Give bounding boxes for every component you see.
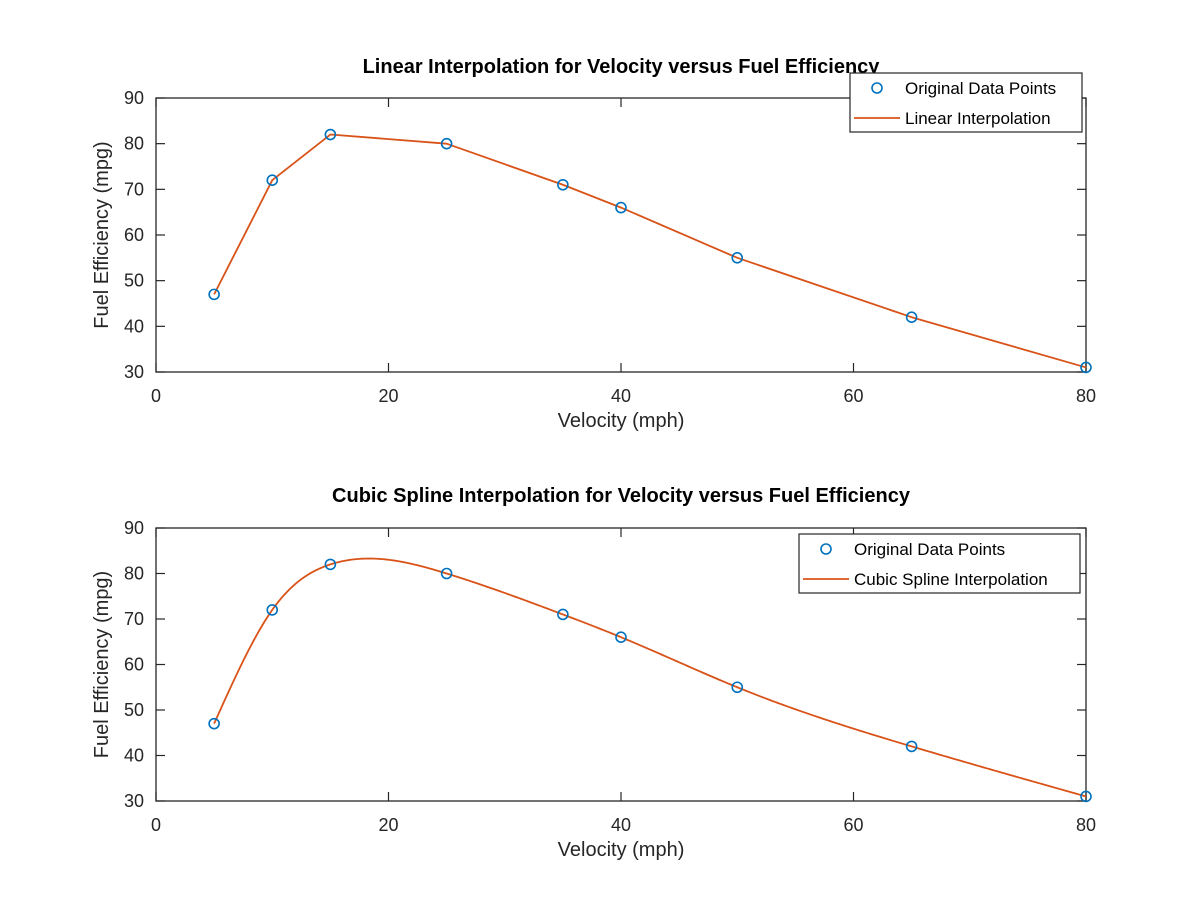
x-tick-label: 60: [843, 815, 863, 835]
x-tick-label: 40: [611, 386, 631, 406]
y-tick-label: 50: [124, 271, 144, 291]
series-line-2: [213, 557, 1087, 798]
data-point-marker: [905, 311, 918, 324]
y-tick-label: 80: [124, 564, 144, 584]
legend: Original Data Points Linear Interpolation: [849, 72, 1083, 133]
x-axis-label: Velocity (mph): [558, 410, 685, 432]
legend-box: [798, 533, 1081, 594]
y-tick-label: 70: [124, 179, 144, 199]
legend-label: Linear Interpolation: [905, 109, 1051, 128]
data-point-marker: [557, 608, 569, 621]
data-point-marker: [731, 681, 744, 694]
legend: Original Data Points Cubic Spline Interpo…: [798, 533, 1081, 594]
data-point-marker: [208, 717, 220, 730]
data-point-marker: [266, 174, 279, 186]
legend-box: [849, 72, 1083, 133]
x-tick-label: 80: [1076, 815, 1096, 835]
chart-panel-1: 0 20 40 60 80 30 40 50 60 70 80 90 Linear Interpolat…: [91, 56, 1096, 432]
x-tick-label: 40: [611, 815, 631, 835]
x-tick-label: 80: [1076, 386, 1096, 406]
y-tick-label: 30: [124, 362, 144, 382]
chart-panel-2: 0 20 40 60 80 30 40 50 60 70 80 90 Cubic Spline Inte…: [91, 485, 1096, 861]
data-point-marker: [557, 178, 569, 191]
y-tick-label: 40: [124, 746, 144, 766]
x-axis-label: Velocity (mph): [558, 839, 685, 861]
series-line-2: [213, 133, 1087, 369]
x-tick-label: 0: [151, 386, 161, 406]
data-point-marker: [615, 631, 627, 644]
y-tick-label: 90: [124, 88, 144, 108]
y-tick-label: 70: [124, 609, 144, 629]
y-tick-label: 60: [124, 225, 144, 245]
data-point-marker: [1080, 790, 1092, 803]
x-tick-label: 60: [843, 386, 863, 406]
y-tick-label: 30: [124, 791, 144, 811]
legend-marker-icon: [820, 543, 832, 555]
data-point-marker: [266, 604, 279, 616]
y-axis-label: Fuel Efficiency (mpg): [91, 141, 113, 328]
y-tick-label: 40: [124, 316, 144, 336]
x-tick-label: 20: [378, 815, 398, 835]
y-axis-label: Fuel Efficiency (mpg): [91, 571, 113, 758]
data-point-marker: [615, 201, 627, 214]
data-point-marker: [324, 558, 337, 571]
data-point-marker: [208, 288, 220, 301]
data-point-marker: [905, 740, 918, 753]
data-point-marker: [324, 128, 337, 141]
legend-marker-icon: [871, 82, 883, 94]
data-point-marker: [440, 137, 453, 150]
plot-area: [155, 97, 1087, 373]
data-point-marker: [440, 567, 453, 580]
y-tick-label: 60: [124, 655, 144, 675]
x-tick-label: 20: [378, 386, 398, 406]
legend-label: Original Data Points: [905, 79, 1056, 98]
y-tick-label: 80: [124, 134, 144, 154]
legend-label: Original Data Points: [854, 540, 1005, 559]
data-point-marker: [731, 252, 744, 264]
data-point-marker: [1080, 361, 1092, 374]
y-tick-label: 50: [124, 700, 144, 720]
chart-title: Linear Interpolation for Velocity versus…: [363, 56, 881, 78]
x-tick-label: 0: [151, 815, 161, 835]
chart-title: Cubic Spline Interpolation for Velocity …: [332, 485, 911, 507]
legend-label: Cubic Spline Interpolation: [854, 570, 1048, 589]
y-tick-label: 90: [124, 518, 144, 538]
